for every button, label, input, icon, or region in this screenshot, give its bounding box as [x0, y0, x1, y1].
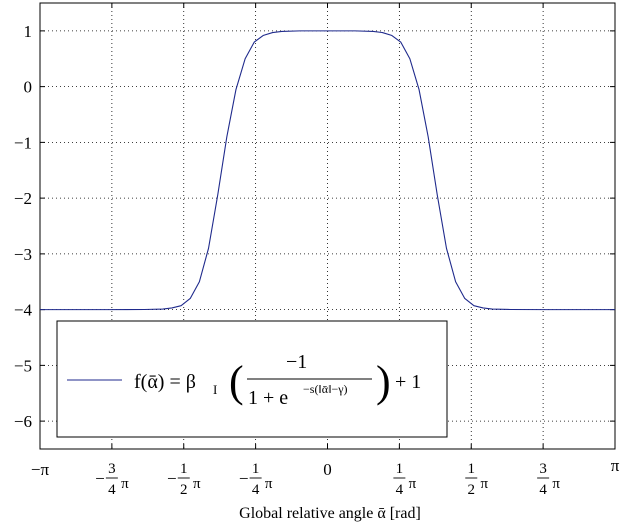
x-tick-label-numerator: 1 [180, 461, 188, 477]
y-tick-label: −4 [14, 301, 33, 320]
x-tick-label: π [611, 456, 620, 475]
y-tick-label: −6 [14, 412, 32, 431]
x-tick-label: 1 2 π [465, 461, 488, 498]
x-tick-label-numerator: 1 [252, 461, 260, 477]
x-tick-label-pi: π [480, 476, 488, 492]
x-tick-label-denominator: 2 [468, 482, 476, 498]
x-tick-label: −3 4 π [95, 461, 129, 498]
x-tick-label-pi: π [409, 476, 417, 492]
y-tick-label: −5 [14, 356, 32, 375]
x-tick-label: 0 [323, 460, 332, 479]
legend: f(ᾱ) = β I ( −1 1 + e −s(‖ᾱ‖−γ) ) + 1 [56, 320, 448, 438]
x-tick-label-denominator: 2 [180, 482, 188, 498]
x-tick-label-pi: π [552, 476, 560, 492]
y-tick-label: 1 [24, 22, 33, 41]
x-tick-label-numerator: 3 [108, 461, 116, 477]
x-tick-label-denominator: 4 [539, 482, 547, 498]
legend-denominator-exponent: −s(‖ᾱ‖−γ) [303, 382, 348, 396]
x-tick-label-numerator: 3 [539, 461, 547, 477]
x-tick-label-sign: − [167, 469, 177, 488]
x-tick-label-pi: π [121, 476, 129, 492]
legend-left-paren: ( [229, 357, 244, 406]
legend-denominator-base: 1 + e [248, 387, 288, 409]
x-tick-label: −1 4 π [239, 461, 273, 498]
x-tick-label-numerator: 1 [396, 461, 404, 477]
y-tick-label: −2 [14, 189, 32, 208]
y-tick-labels: 1 0 −1 −2 −3 −4 −5 −6 [14, 22, 33, 431]
x-tick-label-denominator: 4 [396, 482, 404, 498]
legend-subscript: I [213, 382, 217, 397]
x-tick-label: −1 2 π [167, 461, 201, 498]
x-tick-label-denominator: 4 [108, 482, 116, 498]
x-tick-label: 3 4 π [537, 461, 560, 498]
ticks [39, 3, 616, 449]
legend-right-paren: ) [376, 357, 391, 406]
legend-tail: + 1 [395, 371, 421, 393]
x-tick-labels: −π −34 π −12 π −14 π0 14 π12 π34 ππ [31, 456, 620, 498]
y-tick-label: −3 [14, 245, 32, 264]
x-tick-label: 1 4 π [393, 461, 417, 498]
legend-numerator: −1 [286, 351, 307, 373]
x-tick-label-numerator: 1 [468, 461, 476, 477]
x-tick-label-pi: π [193, 476, 201, 492]
y-tick-label: −1 [14, 133, 32, 152]
x-axis-label: Global relative angle ᾱ [rad] [239, 505, 421, 522]
x-tick-label-denominator: 4 [252, 482, 260, 498]
y-tick-label: 0 [24, 78, 33, 97]
x-tick-label-sign: − [239, 469, 249, 488]
series-line [40, 30, 615, 311]
x-tick-label: −π [31, 460, 50, 479]
x-tick-label-sign: − [95, 469, 105, 488]
series [40, 30, 615, 311]
legend-lhs: f(ᾱ) = β [134, 371, 196, 393]
x-tick-label-pi: π [265, 476, 273, 492]
